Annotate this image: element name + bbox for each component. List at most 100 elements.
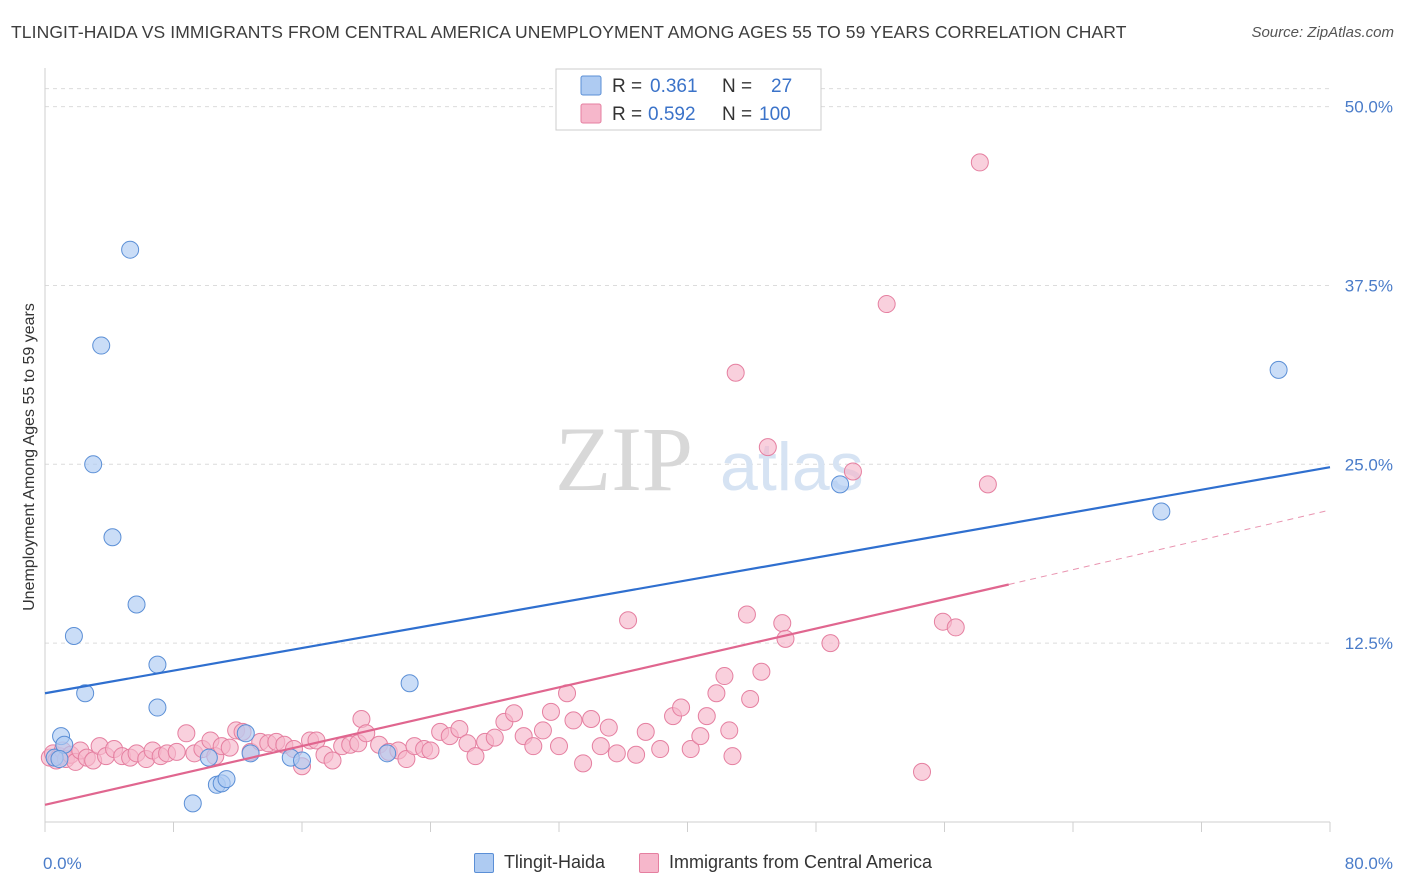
central-america-point [574,754,593,773]
central-america-point [752,662,771,681]
central-america-point [466,747,485,766]
central-america-point [582,709,601,728]
watermark-atlas: atlas [720,429,864,505]
tlingit-haida-point [84,455,103,474]
legend-r-value-2: 0.592 [648,104,696,125]
x-tick-label-max: 80.0% [1345,854,1393,873]
central-america-point [619,611,638,630]
tlingit-haida-point [378,744,397,763]
central-america-point [564,711,583,730]
tlingit-haida-point [236,724,255,743]
central-america-point [524,737,543,756]
bottom-legend-swatch-pink [638,852,659,873]
bottom-legend-item-central-america: Immigrants from Central America [638,852,933,873]
central-america-point [913,762,932,781]
central-america-point [946,618,965,637]
grid-layer [45,88,1330,644]
central-america-point [715,667,734,686]
legend-n-value-1: 27 [771,76,792,97]
central-america-point [421,741,440,760]
central-america-trendline-extension [1008,509,1331,585]
central-america-point [978,475,997,494]
central-america-point [707,684,726,703]
central-america-point [485,728,504,747]
central-america-point [970,153,989,172]
central-america-point [177,724,196,743]
central-america-point [737,605,756,624]
x-tick-label-min: 0.0% [43,854,82,873]
legend-box: R = 0.361 N = 27 R = 0.592 N = 100 [555,68,822,131]
tlingit-haida-point [183,794,202,813]
central-america-point [723,747,742,766]
y-tick-label: 12.5% [1345,634,1393,653]
central-america-trendline [44,583,1009,806]
central-america-point [726,363,745,382]
central-america-point [505,704,524,723]
central-america-point [636,722,655,741]
central-america-point [741,689,760,708]
tlingit-haida-point [199,748,218,767]
central-america-point [672,698,691,717]
bottom-legend-swatch-blue [473,852,494,873]
axis-layer: 12.5% 25.0% 37.5% 50.0% 0.0% 80.0% [43,68,1393,873]
chart-source: Source: ZipAtlas.com [1251,24,1394,41]
tlingit-haida-point [76,684,95,703]
tlingit-haida-point [217,770,236,789]
central-america-point [627,745,646,764]
tlingit-haida-point [831,475,850,494]
y-tick-label: 37.5% [1345,276,1393,295]
central-america-point [720,721,739,740]
legend-swatch-pink [580,103,602,124]
tlingit-haida-point [103,528,122,547]
legend-n-label-1: N = [722,76,752,97]
legend-r-value-1: 0.361 [650,76,698,97]
tlingit-haida-point [1152,502,1171,521]
tlingit-haida-point [293,751,311,770]
bottom-legend-item-tlingit: Tlingit-Haida [473,852,605,873]
central-america-point [450,720,469,738]
central-america-point [877,295,896,314]
tlingit-haida-point [148,698,167,717]
watermark-zip: ZIP [555,408,693,510]
central-america-point [541,702,560,721]
central-america-point [533,721,552,740]
bottom-legend-label-central-america: Immigrants from Central America [668,852,933,872]
central-america-point [397,750,416,769]
tlingit-haida-point [400,674,419,693]
central-america-point [776,629,795,648]
central-america-point [691,727,710,746]
central-america-point [591,737,610,756]
bottom-legend: Tlingit-Haida Immigrants from Central Am… [0,852,1406,873]
legend-swatch-blue [580,75,602,96]
central-america-point [323,751,342,770]
central-america-point [550,737,568,756]
chart-title: TLINGIT-HAIDA VS IMMIGRANTS FROM CENTRAL… [11,22,1127,42]
trend-layer [44,466,1331,806]
central-america-point [773,614,792,633]
tlingit-haida-point [92,336,111,355]
tlingit-haida-point [1269,360,1288,379]
legend-r-label-1: R = [612,76,642,97]
watermark: ZIP atlas [555,408,864,510]
central-america-point [167,742,186,761]
central-america-point [843,462,862,481]
central-america-point [607,744,626,763]
central-america-point [697,707,716,726]
central-america-point [651,740,670,759]
bottom-legend-label-tlingit: Tlingit-Haida [503,852,605,872]
tlingit-haida-point [121,240,140,259]
legend-r-label-2: R = [612,104,642,125]
tlingit-haida-point [148,655,167,674]
tlingit-haida-point [50,750,69,769]
central-america-point [758,438,777,457]
tlingit-haida-point [127,595,146,614]
central-america-point [220,738,239,757]
central-america-point [458,734,477,753]
y-tick-label: 25.0% [1345,455,1393,474]
central-america-point [599,718,618,737]
tlingit-haida-trendline [44,466,1331,695]
y-tick-label: 50.0% [1345,98,1393,117]
legend-n-value-2: 100 [759,104,791,125]
central-america-point [821,634,840,653]
